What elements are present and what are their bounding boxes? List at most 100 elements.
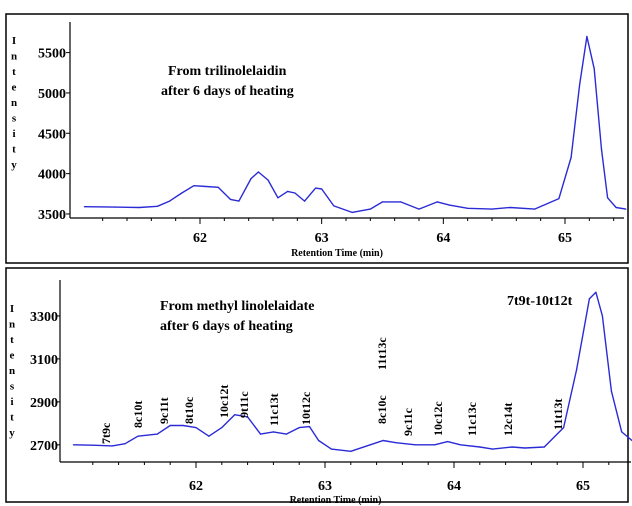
data-point — [238, 200, 240, 202]
x-tick-label: 63 — [315, 231, 329, 246]
data-point — [208, 435, 210, 437]
data-point — [83, 206, 85, 208]
y-tick-label: 5000 — [38, 87, 66, 102]
data-point — [250, 177, 252, 180]
data-point — [448, 204, 450, 206]
data-point — [318, 439, 320, 442]
peak-label: 9c11c — [401, 407, 415, 436]
data-point — [414, 444, 416, 446]
data-point — [600, 148, 603, 150]
data-point — [137, 435, 139, 437]
data-point — [259, 433, 262, 435]
peak-label: 10t12c — [299, 391, 313, 425]
data-point — [298, 427, 300, 429]
y-tick-label: 5500 — [38, 47, 66, 62]
data-point — [330, 448, 332, 450]
data-point — [111, 445, 113, 447]
x-tick-label: 62 — [193, 231, 207, 246]
x-axis-title: Retention Time (min) — [291, 248, 383, 259]
peak-label: 7t9c — [99, 422, 113, 444]
peak-label: 8c10t — [131, 401, 145, 428]
data-point — [247, 416, 249, 418]
x-tick-label: 64 — [436, 231, 450, 246]
peak-label: 9c11t — [157, 397, 171, 424]
data-point — [492, 448, 494, 450]
data-point — [576, 369, 578, 371]
data-point — [558, 198, 560, 200]
data-point — [193, 185, 195, 187]
data-point — [369, 208, 371, 210]
peak-label: 11t13c — [375, 337, 389, 370]
data-point — [229, 198, 231, 200]
annotation-text: after 6 days of heating — [160, 319, 293, 334]
data-point — [625, 208, 627, 210]
data-point — [351, 211, 353, 213]
data-point — [436, 201, 438, 203]
data-point — [395, 442, 397, 444]
y-tick-label: 3100 — [30, 353, 58, 368]
data-point — [434, 444, 436, 446]
data-point — [621, 431, 623, 433]
data-point — [579, 84, 581, 86]
data-point — [524, 447, 526, 449]
peak-label: 11c13c — [465, 401, 479, 436]
data-point — [601, 315, 604, 317]
y-tick-label: 4500 — [38, 127, 66, 142]
data-point — [114, 206, 116, 208]
data-point — [447, 441, 449, 443]
data-point — [294, 192, 296, 194]
data-point — [277, 197, 279, 199]
data-point — [586, 35, 588, 38]
y-tick-label: 2700 — [30, 439, 58, 454]
data-point — [321, 188, 323, 190]
x-tick-label: 65 — [576, 479, 590, 494]
data-point — [593, 68, 595, 70]
y-tick-label: 3300 — [30, 310, 58, 325]
data-point — [308, 426, 311, 428]
data-point — [217, 186, 219, 188]
data-point — [156, 433, 158, 435]
data-point — [285, 433, 287, 435]
data-point — [156, 205, 158, 207]
peak-label: 10c12c — [431, 401, 445, 436]
top-panel-frame — [5, 13, 629, 264]
bottom-panel-frame — [5, 267, 629, 503]
peak-label: 11t13t — [551, 399, 565, 430]
bottom-chart: 2700 2900 3100 3300 62 63 64 65 Retention Time (… — [9, 280, 632, 506]
data-point — [304, 200, 306, 202]
data-point — [92, 444, 94, 446]
peak-label: 8t10c — [182, 396, 196, 424]
data-point — [563, 427, 565, 429]
data-point — [543, 446, 545, 448]
peak-label: 10c12t — [217, 385, 231, 418]
x-axis-title: Retention Time (min) — [290, 495, 382, 506]
top-chart: 3500 4000 4500 5000 5500 62 63 64 65 Retention Ti… — [11, 22, 627, 259]
data-point — [257, 171, 259, 173]
data-point — [287, 190, 289, 192]
data-point — [607, 197, 609, 199]
data-point — [205, 185, 207, 188]
data-point — [491, 208, 493, 210]
data-point — [381, 201, 384, 203]
data-point — [195, 427, 197, 429]
data-point — [221, 427, 223, 429]
peak-label: 11c13t — [267, 393, 281, 426]
data-point — [369, 444, 371, 446]
data-point — [479, 446, 481, 448]
chromatogram-line — [84, 35, 626, 214]
data-point — [181, 192, 183, 194]
data-point — [169, 200, 171, 202]
data-point — [315, 187, 317, 189]
x-tick-label: 63 — [318, 479, 332, 494]
y-tick-label: 4000 — [38, 168, 66, 183]
data-point — [350, 450, 352, 452]
data-point — [459, 444, 461, 446]
peak-label: 8c10c — [375, 395, 389, 424]
peak-label: 9t11c — [237, 391, 251, 418]
annotation-text: after 6 days of heating — [161, 84, 294, 99]
data-point — [272, 431, 274, 433]
data-point — [124, 443, 126, 445]
